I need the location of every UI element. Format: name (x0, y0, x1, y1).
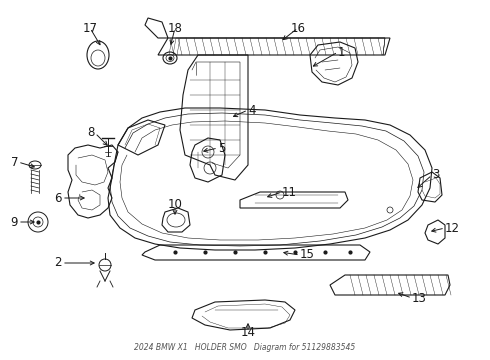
Text: 5: 5 (218, 141, 225, 154)
Text: 7: 7 (10, 156, 18, 168)
Text: 1: 1 (338, 45, 345, 58)
Text: 6: 6 (54, 192, 62, 204)
Text: 13: 13 (412, 292, 427, 305)
Text: 15: 15 (300, 248, 315, 261)
Text: 10: 10 (168, 198, 182, 211)
Text: 18: 18 (168, 22, 182, 35)
Text: 11: 11 (282, 185, 297, 198)
Text: 2024 BMW X1   HOLDER SMO   Diagram for 51129883545: 2024 BMW X1 HOLDER SMO Diagram for 51129… (134, 343, 356, 352)
Text: 17: 17 (82, 22, 98, 35)
Text: 12: 12 (445, 221, 460, 234)
Text: 3: 3 (432, 168, 440, 181)
Text: 14: 14 (241, 325, 255, 338)
Text: 8: 8 (88, 126, 95, 139)
Text: 2: 2 (54, 256, 62, 270)
Text: 16: 16 (291, 22, 305, 35)
Text: 4: 4 (248, 104, 255, 117)
Text: 9: 9 (10, 216, 18, 229)
